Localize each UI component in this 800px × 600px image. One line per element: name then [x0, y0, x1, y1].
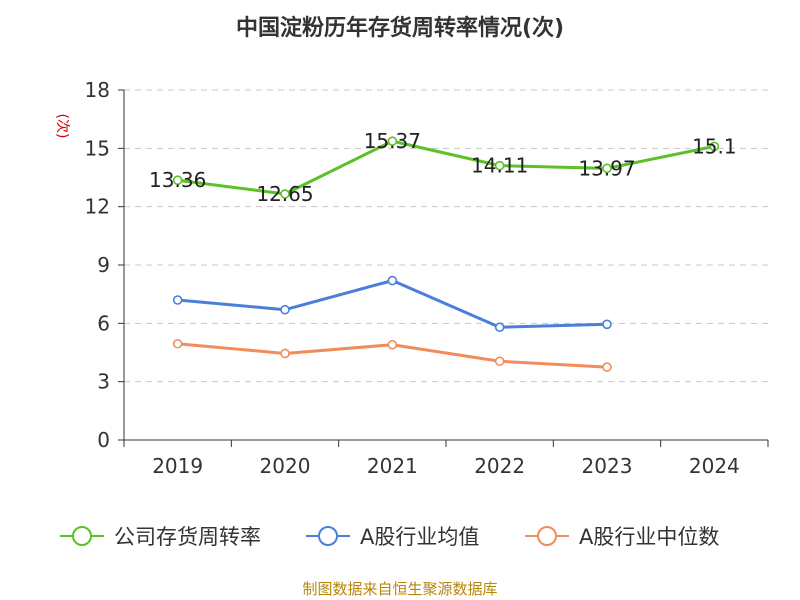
legend-item[interactable]: A股行业均值: [306, 525, 479, 549]
data-label: 12.65: [256, 182, 313, 206]
axes: (次): [54, 89, 769, 447]
series-line: [177, 139, 715, 196]
data-point: [387, 136, 398, 146]
legend-label: A股行业中位数: [579, 525, 719, 549]
legend-swatch-marker: [72, 526, 92, 546]
data-point: [602, 362, 612, 372]
x-tick-label: 2022: [474, 454, 525, 478]
legend-swatch-marker: [318, 526, 338, 546]
data-point: [387, 275, 398, 286]
x-tick-labels: 2019 2020 2021 2022 2023 2024: [152, 454, 740, 478]
legend[interactable]: 公司存货周转率 A股行业均值 A股行业中位数: [60, 525, 719, 549]
data-point: [280, 304, 290, 315]
y-tick-label: 9: [97, 253, 110, 277]
x-tick-label: 2019: [152, 454, 203, 478]
source-note: 制图数据来自恒生聚源数据库: [302, 580, 498, 598]
data-point: [387, 339, 398, 350]
data-point: [494, 356, 505, 367]
data-point: [172, 295, 183, 305]
data-label: 15.1: [692, 134, 737, 158]
legend-item[interactable]: 公司存货周转率: [60, 525, 261, 549]
y-tick-labels: 0 3 6 9 12 15 18: [85, 78, 110, 452]
y-tick-label: 18: [85, 78, 110, 102]
grid-lines: [124, 89, 768, 383]
series-lines: [172, 136, 720, 372]
x-tick-label: 2023: [582, 454, 633, 478]
data-labels: 13.36 12.65 15.37 14.11 13.97 15.1: [149, 129, 737, 206]
y-tick-label: 15: [85, 136, 110, 160]
legend-label: A股行业均值: [360, 525, 479, 549]
data-point: [602, 163, 612, 174]
data-label: 13.36: [149, 168, 206, 192]
data-label: 13.97: [578, 156, 635, 180]
data-point: [494, 322, 505, 333]
x-tick-label: 2021: [367, 454, 418, 478]
y-tick-label: 6: [97, 311, 110, 335]
y-tick-label: 3: [97, 370, 110, 394]
data-point: [709, 141, 720, 152]
data-label: 15.37: [364, 129, 421, 153]
legend-swatch-marker: [537, 526, 557, 546]
data-point: [172, 338, 183, 349]
legend-label: 公司存货周转率: [114, 525, 261, 549]
series-line: [177, 279, 608, 329]
data-point: [280, 348, 290, 359]
y-tick-label: 12: [85, 195, 110, 219]
data-point: [280, 189, 290, 199]
legend-item[interactable]: A股行业中位数: [525, 525, 719, 549]
data-point: [602, 319, 612, 330]
chart-title: 中国淀粉历年存货周转率情况(次): [235, 16, 565, 41]
data-point: [494, 160, 505, 171]
data-label: 14.11: [471, 154, 528, 178]
data-point: [172, 175, 183, 186]
y-axis-label: (次): [54, 114, 70, 139]
x-tick-label: 2024: [689, 454, 740, 478]
x-tick-label: 2020: [260, 454, 311, 478]
y-tick-label: 0: [97, 428, 110, 452]
